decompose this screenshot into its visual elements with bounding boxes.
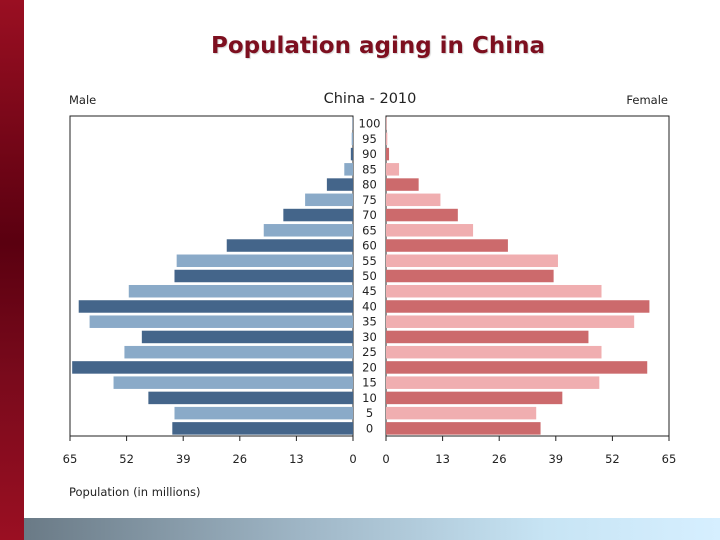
age-label-80: 80	[362, 178, 377, 192]
age-label-45: 45	[362, 284, 377, 298]
left-accent-bar	[0, 0, 24, 540]
female-bar-60	[386, 239, 508, 252]
male-bar-45	[128, 284, 353, 298]
female-bar-25	[386, 345, 602, 359]
x-tick-label: 65	[662, 452, 677, 466]
age-label-20: 20	[362, 360, 377, 374]
male-bar-0	[172, 422, 353, 435]
male-label: Male	[69, 93, 96, 107]
age-label-90: 90	[362, 147, 377, 161]
male-bar-85	[344, 163, 353, 176]
male-bar-10	[148, 391, 353, 405]
age-label-50: 50	[362, 269, 377, 283]
male-bar-75	[305, 193, 353, 207]
female-bar-10	[386, 391, 563, 405]
x-tick-label: 52	[605, 452, 620, 466]
age-label-5: 5	[366, 406, 373, 420]
female-label: Female	[626, 93, 668, 107]
male-bar-80	[326, 178, 353, 191]
age-label-35: 35	[362, 315, 377, 329]
age-label-100: 100	[359, 117, 381, 131]
age-label-40: 40	[362, 299, 377, 313]
male-bar-40	[78, 300, 353, 313]
female-bar-15	[386, 376, 600, 389]
age-label-10: 10	[362, 391, 377, 405]
x-tick-label: 26	[492, 452, 507, 466]
male-bar-90	[350, 147, 353, 161]
x-tick-label: 0	[349, 452, 356, 466]
age-label-65: 65	[362, 223, 377, 237]
x-tick-label: 65	[63, 452, 78, 466]
female-bar-95	[386, 132, 388, 146]
x-tick-label: 52	[119, 452, 134, 466]
x-tick-label: 26	[232, 452, 247, 466]
x-axis-label: Population (in millions)	[69, 485, 201, 499]
female-bar-35	[386, 315, 635, 328]
slide-title: Population aging in China	[211, 33, 545, 59]
age-label-60: 60	[362, 239, 377, 253]
female-bar-75	[386, 193, 441, 207]
female-bar-5	[386, 406, 537, 420]
male-bar-70	[283, 208, 353, 222]
female-bar-0	[386, 422, 541, 435]
female-bar-30	[386, 330, 589, 344]
male-bar-95	[351, 132, 353, 146]
x-tick-label: 13	[435, 452, 450, 466]
female-bar-55	[386, 254, 558, 268]
male-bar-35	[89, 315, 353, 328]
x-tick-label: 39	[176, 452, 191, 466]
male-bar-25	[124, 345, 353, 359]
female-bar-70	[386, 208, 458, 222]
x-tick-label: 0	[382, 452, 389, 466]
female-bar-90	[386, 147, 390, 161]
age-label-70: 70	[362, 208, 377, 222]
age-label-55: 55	[362, 254, 377, 268]
female-bar-20	[386, 361, 648, 374]
male-bar-55	[176, 254, 353, 268]
male-bar-30	[141, 330, 353, 344]
age-label-15: 15	[362, 376, 377, 390]
age-label-25: 25	[362, 345, 377, 359]
x-tick-label: 39	[548, 452, 563, 466]
male-bar-60	[226, 239, 353, 252]
female-bar-45	[386, 284, 602, 298]
male-bar-15	[113, 376, 354, 389]
age-label-95: 95	[362, 132, 377, 146]
bottom-gradient-bar	[24, 518, 720, 540]
female-bar-65	[386, 224, 474, 237]
male-bar-50	[174, 269, 353, 283]
age-label-75: 75	[362, 193, 377, 207]
male-bar-65	[263, 224, 353, 237]
male-bar-5	[174, 406, 353, 420]
male-bar-20	[72, 361, 353, 374]
female-bar-85	[386, 163, 400, 176]
female-bar-50	[386, 269, 554, 283]
female-bar-80	[386, 178, 419, 191]
age-label-30: 30	[362, 330, 377, 344]
age-label-0: 0	[366, 421, 373, 435]
chart-title: China - 2010	[324, 91, 417, 107]
female-bar-40	[386, 300, 650, 313]
x-tick-label: 13	[289, 452, 304, 466]
age-label-85: 85	[362, 162, 377, 176]
